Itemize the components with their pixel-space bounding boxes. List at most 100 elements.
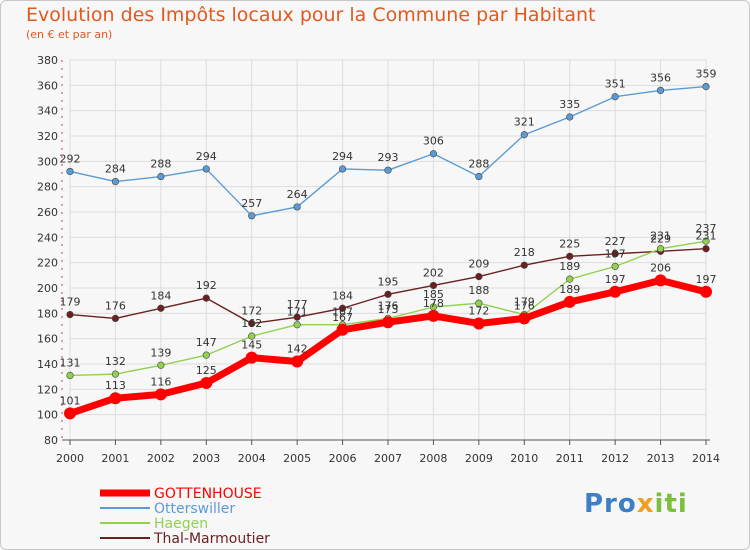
data-label: 264 [287,188,308,201]
logo-part-1: Pro [584,489,637,519]
data-point [384,290,392,298]
series-layer [64,82,712,420]
data-point [700,285,712,298]
data-label: 179 [514,296,535,309]
data-point [563,295,576,308]
legend: GOTTENHOUSEOtterswillerHaegenThal-Marmou… [100,486,270,547]
data-point [566,252,574,260]
data-label: 147 [196,336,217,349]
data-label: 176 [378,299,399,312]
data-point [609,285,622,298]
y-tick-label: 160 [37,333,58,346]
data-point [429,281,438,290]
data-label: 237 [696,222,717,235]
data-label: 206 [650,261,671,274]
data-label: 125 [196,364,217,377]
data-point [475,172,483,181]
proxiti-logo: Proxiti [584,489,688,519]
data-point [566,275,574,283]
data-label: 356 [650,71,671,84]
data-label: 171 [287,306,308,319]
data-point [475,273,483,281]
data-label: 145 [241,339,262,352]
data-point [202,294,210,302]
data-label: 192 [196,279,217,292]
y-tick-label: 140 [37,358,58,371]
y-tick-label: 240 [37,231,58,244]
y-tick-label: 180 [37,307,58,320]
data-point [702,237,710,245]
data-label: 101 [60,394,81,407]
data-label: 172 [241,304,262,317]
data-label: 142 [287,342,308,355]
y-tick-label: 260 [37,206,58,219]
data-point [64,407,76,420]
data-point [157,361,165,369]
y-tick-label: 360 [37,79,58,92]
x-tick-label: 2009 [465,452,493,465]
data-point [382,316,394,329]
x-tick-label: 2008 [419,452,447,465]
y-tick-label: 280 [37,181,58,194]
y-tick-label: 300 [37,155,58,168]
data-labels: 292 284 288 294 257 264 294 293 306 288 321 335 351 3… [60,68,717,408]
data-point [154,388,167,401]
data-label: 177 [287,298,308,311]
data-point [248,319,256,328]
data-label: 189 [559,283,580,296]
data-label: 184 [150,289,171,302]
x-tick-label: 2012 [601,452,629,465]
data-label: 292 [60,152,81,165]
data-label: 294 [332,150,353,163]
data-point [245,351,258,364]
data-label: 197 [696,273,717,286]
data-point [66,371,74,380]
data-point [336,323,349,336]
data-label: 288 [468,158,489,171]
data-point [520,131,528,139]
x-tick-label: 2013 [647,452,675,465]
x-tick-label: 2004 [238,452,266,465]
y-tick-label: 380 [37,54,58,67]
data-point [472,317,485,330]
data-point [611,262,619,271]
y-tick-label: 340 [37,105,58,118]
data-label: 197 [605,247,626,260]
logo-part-2: x [636,489,655,519]
data-label: 185 [423,288,444,301]
chart-subtitle: (en € et par an) [26,28,113,41]
data-label: 294 [196,150,217,163]
y-tick-label: 80 [44,434,58,447]
data-label: 178 [423,297,444,310]
data-label: 257 [241,197,262,210]
data-point [611,250,619,258]
data-label: 284 [105,163,126,176]
data-label: 184 [332,289,353,302]
data-label: 351 [605,78,626,91]
data-point [293,313,301,321]
data-label: 162 [241,317,262,330]
y-tick-label: 200 [37,282,58,295]
data-label: 167 [332,306,353,319]
data-point [111,178,120,186]
data-label: 202 [423,266,444,279]
data-point [429,150,438,158]
data-point [293,203,301,211]
chart-title: Evolution des Impôts locaux pour la Comm… [26,4,596,26]
data-label: 227 [605,235,626,248]
data-point [109,392,122,405]
data-label: 132 [105,355,126,368]
x-tick-label: 2002 [147,452,175,465]
y-tick-label: 320 [37,130,58,143]
data-label: 172 [468,304,489,317]
x-tick-label: 2011 [556,452,584,465]
x-tick-label: 2005 [283,452,311,465]
data-point [656,245,665,253]
x-tick-label: 2010 [510,452,538,465]
data-label: 197 [605,273,626,286]
x-tick-label: 2001 [101,452,129,465]
data-point [293,321,301,329]
data-label: 131 [60,356,81,369]
